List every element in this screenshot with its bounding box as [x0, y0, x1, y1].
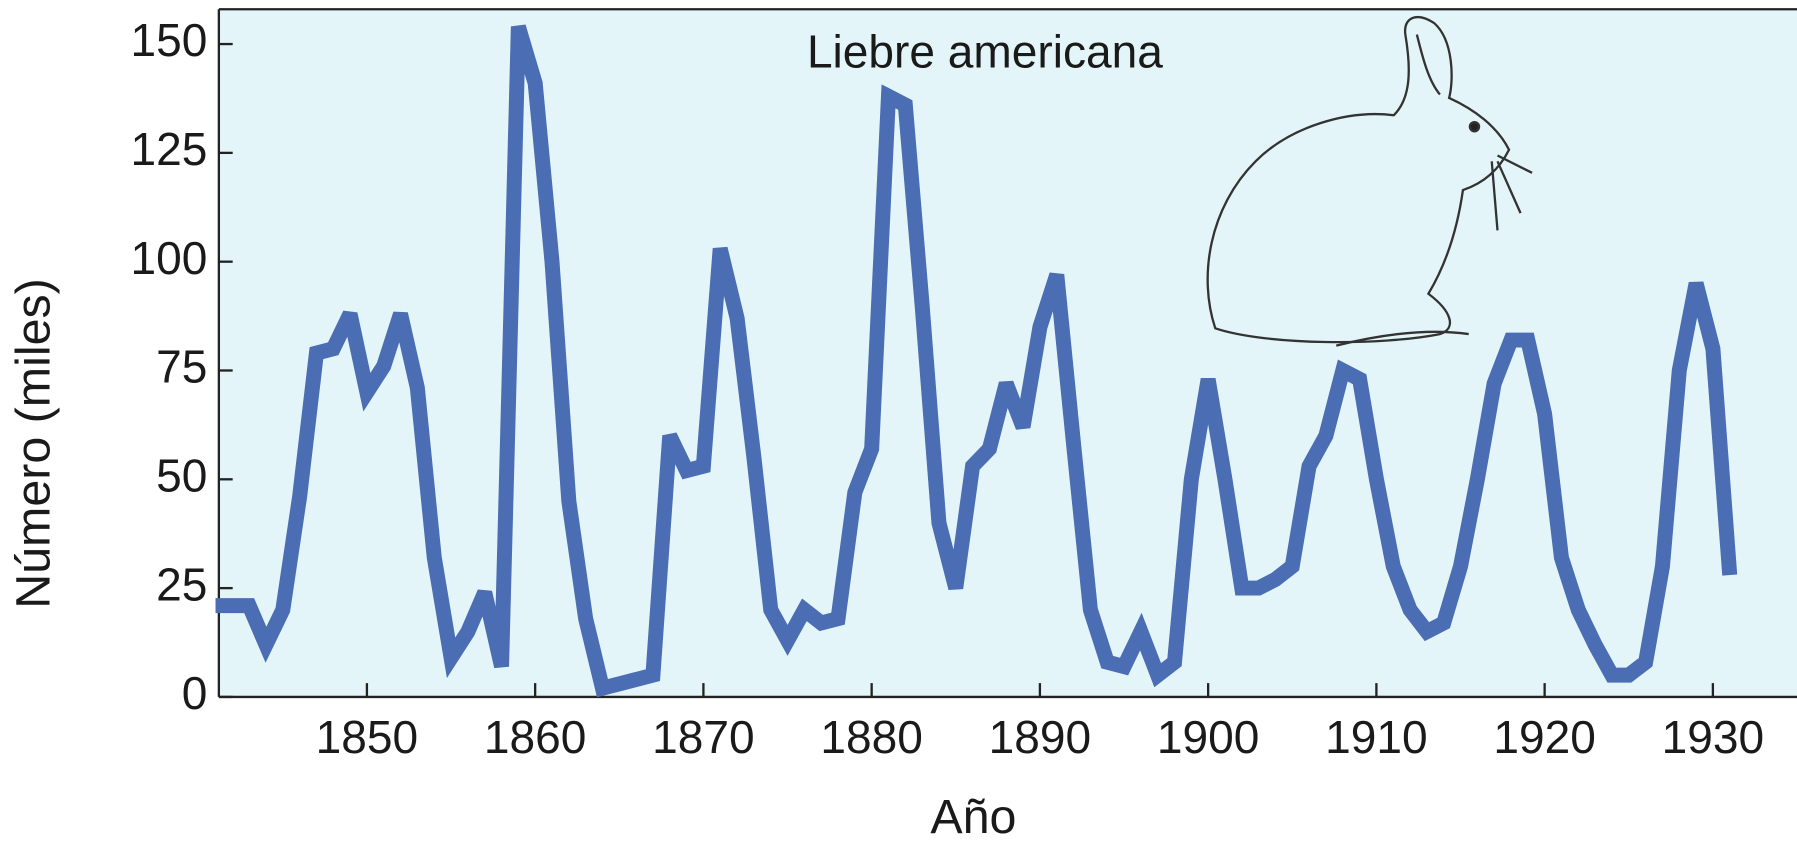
y-tick-label: 75	[156, 341, 207, 393]
x-tick-label: 1900	[1157, 711, 1259, 763]
x-tick-label: 1910	[1325, 711, 1427, 763]
y-tick-label: 100	[130, 232, 207, 284]
plot-background	[218, 9, 1797, 697]
hare-illustration	[1206, 15, 1533, 347]
x-tick-label: 1890	[989, 711, 1091, 763]
x-axis-label: Año	[930, 790, 1016, 844]
data-line	[215, 24, 1738, 698]
x-tick-label: 1870	[652, 711, 754, 763]
annotation: Liebre americana	[807, 25, 1163, 77]
x-tick-label: 1850	[316, 711, 418, 763]
y-tick-label: 125	[130, 123, 207, 175]
x-tick-label: 1930	[1662, 711, 1764, 763]
y-axis-label: Número (miles)	[7, 278, 61, 609]
y-tick-label: 25	[156, 558, 207, 610]
y-tick-label: 50	[156, 449, 207, 501]
x-tick-label: 1920	[1493, 711, 1595, 763]
y-tick-label: 0	[182, 667, 208, 719]
y-tick-label: 150	[130, 14, 207, 66]
x-tick-label: 1860	[484, 711, 586, 763]
x-tick-label: 1880	[820, 711, 922, 763]
